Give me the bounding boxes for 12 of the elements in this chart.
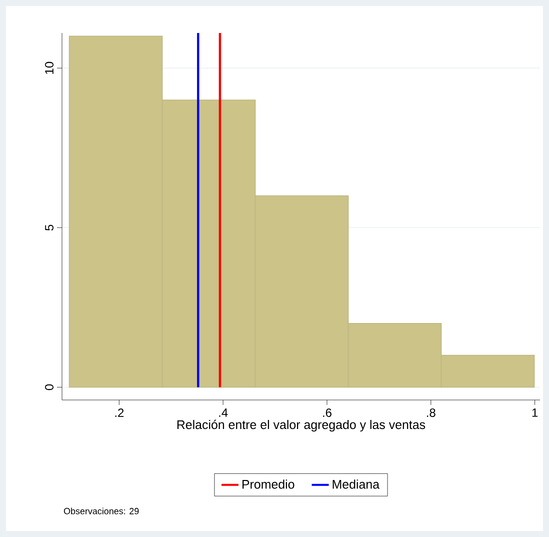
x-axis-title: Relación entre el valor agregado y las ventas: [177, 420, 426, 432]
legend-label: Promedio: [242, 480, 294, 489]
x-tick-label: .4: [219, 408, 228, 417]
legend-label: Mediana: [332, 480, 380, 489]
y-tick-label: 10: [45, 62, 54, 74]
y-tick-label: 0: [45, 384, 54, 390]
x-tick-label: .6: [323, 408, 332, 417]
text: Observaciones: 29: [64, 508, 139, 514]
x-tick-label: .2: [115, 408, 124, 417]
x-tick-label: .8: [427, 408, 436, 417]
x-tick-label: 1: [532, 408, 538, 417]
y-tick-label: 5: [45, 224, 54, 230]
